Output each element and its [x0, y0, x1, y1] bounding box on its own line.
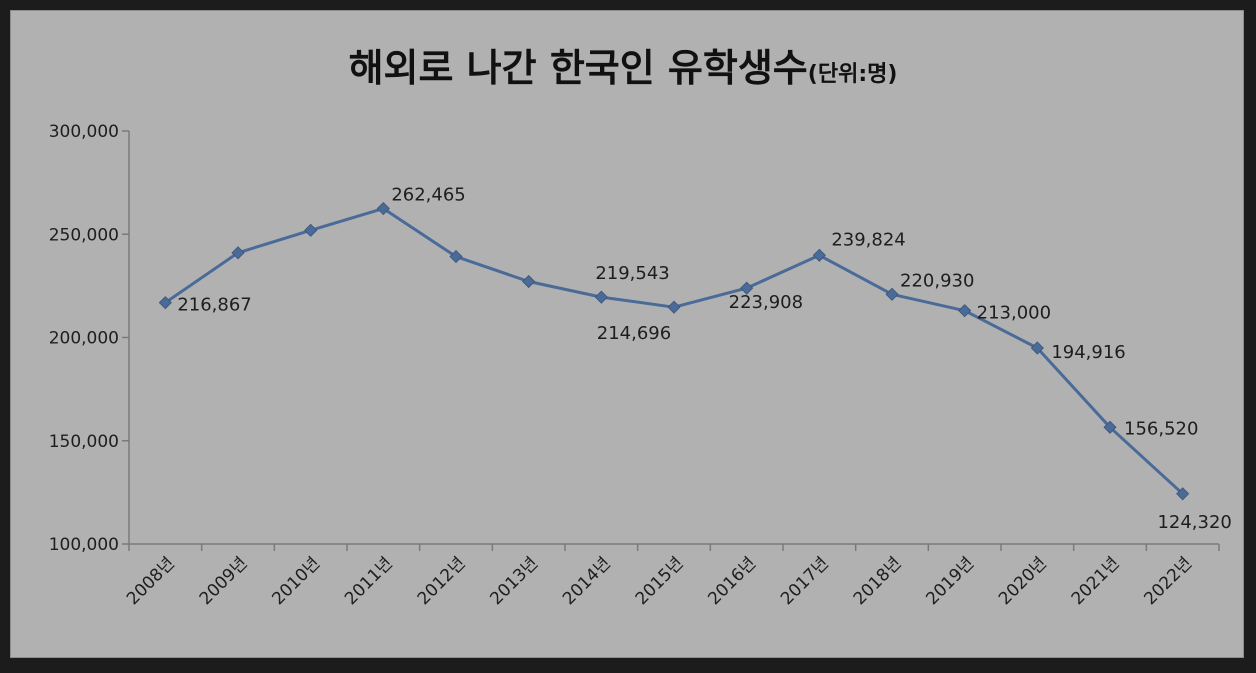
x-axis-ticks: 2008년 2009년 2010년 2011년 2012년 2013년 2014년 2015년… — [123, 544, 1220, 609]
data-point-marker — [1103, 420, 1117, 434]
data-label: 239,824 — [831, 229, 905, 250]
data-point-marker — [1176, 487, 1190, 501]
chart-title-group: 해외로 나간 한국인 유학생수(단위:명) — [349, 46, 898, 90]
x-tick-label: 2010년 — [268, 553, 324, 609]
series-line — [164, 207, 1184, 495]
data-label: 223,908 — [729, 292, 803, 313]
y-tick-label: 300,000 — [49, 122, 119, 142]
data-point-marker — [1030, 341, 1044, 355]
data-label: 124,320 — [1157, 512, 1231, 533]
x-tick-label: 2019년 — [922, 553, 978, 609]
x-tick-label: 2008년 — [123, 553, 179, 609]
x-tick-label: 2021년 — [1068, 553, 1124, 609]
chart-title: 해외로 나간 한국인 유학생수(단위:명) — [349, 46, 898, 90]
data-point-marker — [449, 249, 463, 264]
chart-title-main: 해외로 나간 한국인 유학생수 — [349, 46, 808, 90]
data-points — [158, 201, 1190, 501]
x-tick-label: 2009년 — [196, 553, 252, 609]
data-label: 213,000 — [977, 303, 1051, 324]
y-tick-label: 100,000 — [49, 535, 119, 555]
data-point-marker — [740, 281, 754, 295]
chart-frame: 해외로 나간 한국인 유학생수(단위:명) 100,000 150,000 200,… — [10, 10, 1244, 658]
data-label: 219,543 — [595, 263, 669, 284]
line-chart: 해외로 나간 한국인 유학생수(단위:명) 100,000 150,000 200,… — [49, 46, 1232, 609]
x-tick-label: 2011년 — [341, 553, 397, 609]
data-label: 262,465 — [391, 185, 465, 206]
data-point-marker — [376, 201, 390, 216]
data-point-marker — [594, 290, 608, 304]
data-point-marker — [304, 223, 318, 237]
data-point-marker — [522, 274, 536, 289]
y-tick-label: 150,000 — [49, 432, 119, 452]
axes — [128, 131, 1219, 545]
data-point-marker — [158, 296, 172, 310]
x-tick-label: 2012년 — [414, 553, 470, 609]
data-label: 216,867 — [177, 295, 251, 316]
x-tick-label: 2022년 — [1140, 553, 1196, 609]
y-tick-label: 200,000 — [49, 329, 119, 349]
x-tick-label: 2017년 — [777, 553, 833, 609]
x-tick-label: 2015년 — [632, 553, 688, 609]
series-line-group — [164, 207, 1184, 495]
x-tick-label: 2020년 — [995, 553, 1051, 609]
chart-title-unit: (단위:명) — [808, 62, 898, 87]
data-label: 156,520 — [1124, 418, 1198, 439]
data-label: 220,930 — [900, 270, 974, 291]
data-point-marker — [958, 304, 972, 318]
data-label: 194,916 — [1051, 342, 1125, 363]
data-point-marker — [885, 287, 899, 301]
y-axis-ticks: 100,000 150,000 200,000 250,000 300,000 — [49, 122, 129, 555]
data-point-marker — [231, 246, 245, 260]
data-point-marker — [667, 300, 681, 314]
x-tick-label: 2018년 — [850, 553, 906, 609]
x-tick-label: 2014년 — [559, 553, 615, 609]
data-labels: 216,867 262,465 219,543 214,696 223,908 239,8… — [177, 185, 1232, 533]
y-tick-label: 250,000 — [49, 225, 119, 245]
data-point-marker — [812, 248, 826, 262]
x-tick-label: 2016년 — [704, 553, 760, 609]
x-tick-label: 2013년 — [486, 553, 542, 609]
data-label: 214,696 — [597, 323, 671, 344]
